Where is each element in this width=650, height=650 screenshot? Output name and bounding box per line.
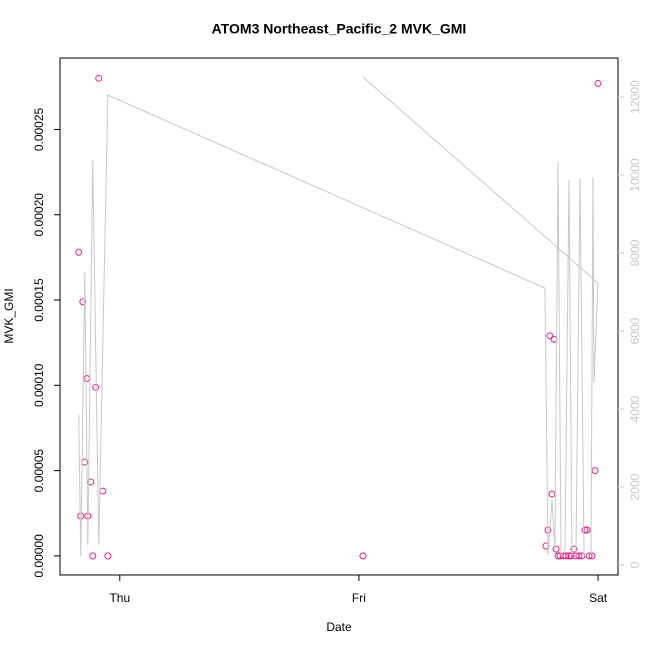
point: [588, 552, 596, 560]
y2-tick-label: 0: [628, 561, 642, 568]
x-tick-label: Thu: [109, 591, 130, 605]
point: [585, 552, 593, 560]
point: [591, 467, 599, 475]
y-tick-label: 0.00020: [32, 193, 46, 237]
point: [87, 478, 95, 486]
y-tick-label: 0.00005: [32, 449, 46, 493]
point: [104, 552, 112, 560]
y-tick-label: 0.00015: [32, 278, 46, 322]
point: [594, 79, 602, 87]
point: [359, 552, 367, 560]
y2-tick-label: 8000: [628, 239, 642, 266]
point: [578, 552, 586, 560]
y-tick-label: 0.00010: [32, 363, 46, 407]
point: [554, 552, 562, 560]
y2-tick-label: 4000: [628, 395, 642, 422]
point: [567, 552, 575, 560]
point: [581, 526, 589, 534]
x-axis-label: Date: [326, 620, 352, 634]
point: [575, 552, 583, 560]
point: [565, 552, 573, 560]
y2-tick-label: 10000: [628, 158, 642, 192]
y-tick-label: 0.00000: [32, 534, 46, 578]
point: [546, 332, 554, 340]
point: [75, 248, 83, 256]
point: [79, 298, 87, 306]
x-tick-label: Sat: [589, 591, 608, 605]
point: [89, 552, 97, 560]
point: [95, 74, 103, 82]
line: [78, 76, 599, 557]
y2-tick-label: 12000: [628, 80, 642, 114]
y2-tick-label: 2000: [628, 473, 642, 500]
plot-frame: [59, 57, 619, 576]
y-tick-label: 0.00025: [32, 107, 46, 151]
y-axis-label: MVK_GMI: [2, 288, 16, 343]
point: [562, 552, 570, 560]
chart-title: ATOM3 Northeast_Pacific_2 MVK_GMI: [212, 21, 467, 37]
y2-tick-label: 6000: [628, 317, 642, 344]
point: [570, 545, 578, 553]
point: [552, 545, 560, 553]
point: [77, 512, 85, 520]
x-tick-label: Fri: [352, 591, 366, 605]
